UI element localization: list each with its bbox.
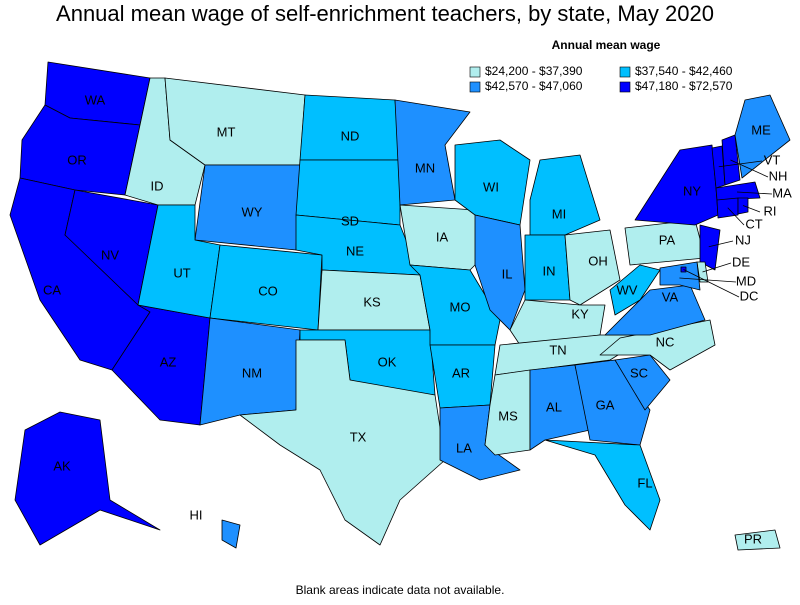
state-labels: WA OR CA NV AZ ID MT WY UT CO NM ND SD NE KS OK TX MN IA MO… [43,92,792,546]
state-label: FL [637,475,652,490]
state-shape [609,264,661,316]
state-label: UT [173,265,190,280]
state-label: NC [656,334,675,349]
state-label: KS [363,294,381,309]
legend-label: $37,540 - $42,460 [635,64,733,78]
state-label: MS [498,408,518,423]
state-label: CA [43,282,61,297]
state-shape [734,529,781,551]
state-label: ID [151,178,164,193]
state-label: VA [662,289,679,304]
footnote: Blank areas indicate data not available. [296,583,505,597]
legend-label: $47,180 - $72,570 [635,79,733,93]
state-label: KY [571,306,589,321]
state-label: MO [450,299,471,314]
leader-line [679,277,737,283]
state-label: NV [101,247,119,262]
state-shape [239,339,446,546]
state-shape [221,519,241,549]
leader-line [708,240,734,248]
state-shape [634,144,719,226]
state-label: MI [552,206,566,221]
state-shape [659,261,701,291]
legend-title: Annual mean wage [552,38,661,52]
state-label: VT [764,152,781,167]
state-label: AL [546,399,562,414]
state-label: CT [745,216,762,231]
legend-swatch [469,66,481,78]
state-label: NH [769,168,788,183]
state-shape [734,94,791,179]
leader-line [702,262,732,273]
state-label: DE [732,254,750,269]
state-label: HI [190,507,203,522]
leader-line [736,191,773,195]
state-shape [699,224,721,271]
state-label: OR [67,152,87,167]
state-shape [14,411,161,546]
state-shape [574,359,651,446]
map-title: Annual mean wage of self-enrichment teac… [56,1,714,26]
state-label: ME [751,122,771,137]
state-label: MN [415,160,435,175]
state-shape [529,364,591,451]
state-shape [614,354,671,411]
leader-line [730,159,769,178]
state-label: NJ [735,232,751,247]
state-shape [529,154,601,236]
state-label: IL [502,266,513,281]
state-label: OK [378,354,397,369]
state-label: OH [588,253,608,268]
state-label: AK [53,458,71,473]
state-label: WI [483,179,499,194]
leader-line [742,205,761,213]
state-label: TN [549,342,566,357]
state-label: WV [617,282,638,297]
state-label: GA [596,397,615,412]
state-shape [599,319,716,371]
state-label: SD [341,213,359,228]
legend-label: $24,200 - $37,390 [485,64,583,78]
state-label: WA [85,92,106,107]
legend-swatch [619,81,631,93]
state-label: TX [350,429,367,444]
leader-line [727,207,745,226]
state-shape [394,99,471,206]
state-shape [564,229,621,306]
state-label: MT [217,124,236,139]
state-label: MA [772,185,792,200]
legend-swatch [619,66,631,78]
state-label: IN [543,263,556,278]
state-label: IA [436,229,449,244]
state-label: WY [242,204,263,219]
states [9,61,791,551]
state-shape [604,284,706,336]
state-shape [544,439,661,531]
state-label: NM [242,365,262,380]
state-label: MD [736,273,756,288]
state-label: ND [341,128,360,143]
state-label: PA [659,232,676,247]
state-label: CO [258,283,278,298]
state-label: AR [452,365,470,380]
state-label: LA [456,440,472,455]
legend-label: $42,570 - $47,060 [485,79,583,93]
state-shape [19,104,141,196]
state-label: RI [764,203,777,218]
state-label: NE [346,243,364,258]
state-label: AZ [160,354,177,369]
state-label: NY [683,183,701,198]
state-label: DC [740,288,759,303]
state-label: PR [744,531,762,546]
state-shape [737,197,749,215]
legend-swatch [469,81,481,93]
state-label: SC [630,365,648,380]
state-shape [715,181,761,201]
leader-line [683,269,740,298]
leader-line [718,160,763,168]
